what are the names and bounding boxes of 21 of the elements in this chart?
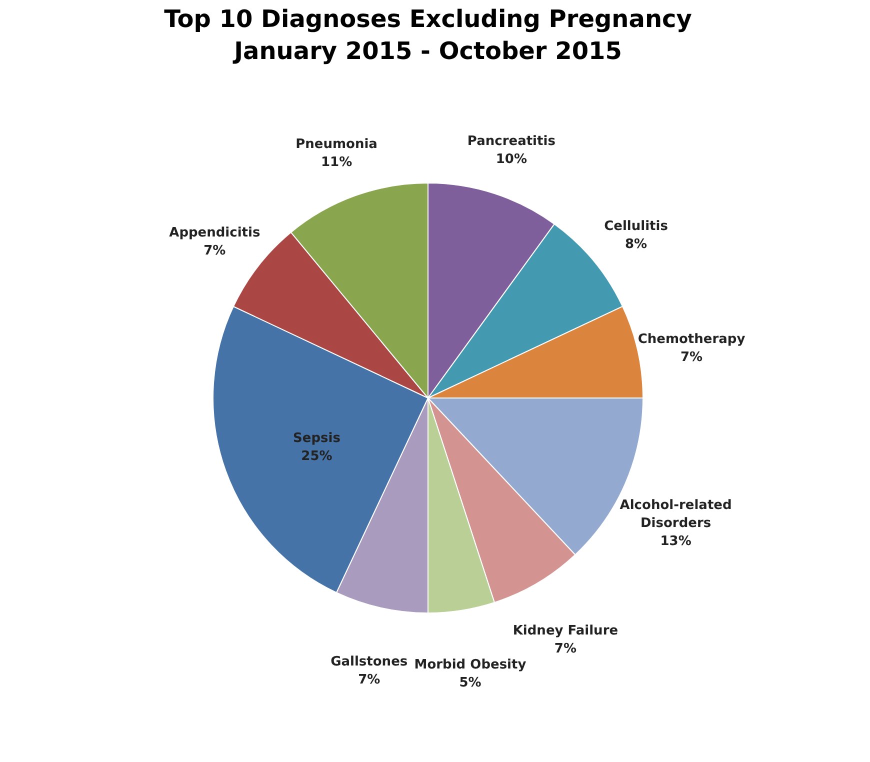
- data-label: 7%: [680, 350, 703, 366]
- data-label: 5%: [459, 676, 482, 691]
- data-label: 10%: [496, 152, 527, 168]
- slice-label: Morbid Obesity: [414, 658, 527, 673]
- data-label: 7%: [358, 672, 380, 688]
- slice-label: Appendicitis: [169, 226, 260, 241]
- slice-label: Kidney Failure: [512, 623, 618, 638]
- data-label: 25%: [301, 449, 332, 464]
- slice-label: Pneumonia: [296, 136, 378, 152]
- slice-label: Alcohol-related Disorders: [620, 498, 732, 532]
- data-label: 7%: [204, 244, 226, 259]
- data-label: 13%: [660, 534, 692, 550]
- slice-label: Cellulitis: [604, 218, 668, 234]
- data-label: 7%: [554, 641, 576, 656]
- slice-label: Chemotherapy: [638, 332, 746, 348]
- data-label: 8%: [625, 236, 648, 252]
- slice-label: Pancreatitis: [467, 134, 556, 150]
- data-label: 11%: [320, 154, 352, 170]
- chart-title: Top 10 Diagnoses Excluding Pregnancy January 2015 - October 2015: [164, 5, 692, 65]
- slice-label: Sepsis: [293, 431, 341, 446]
- slice-label: Gallstones: [330, 654, 408, 670]
